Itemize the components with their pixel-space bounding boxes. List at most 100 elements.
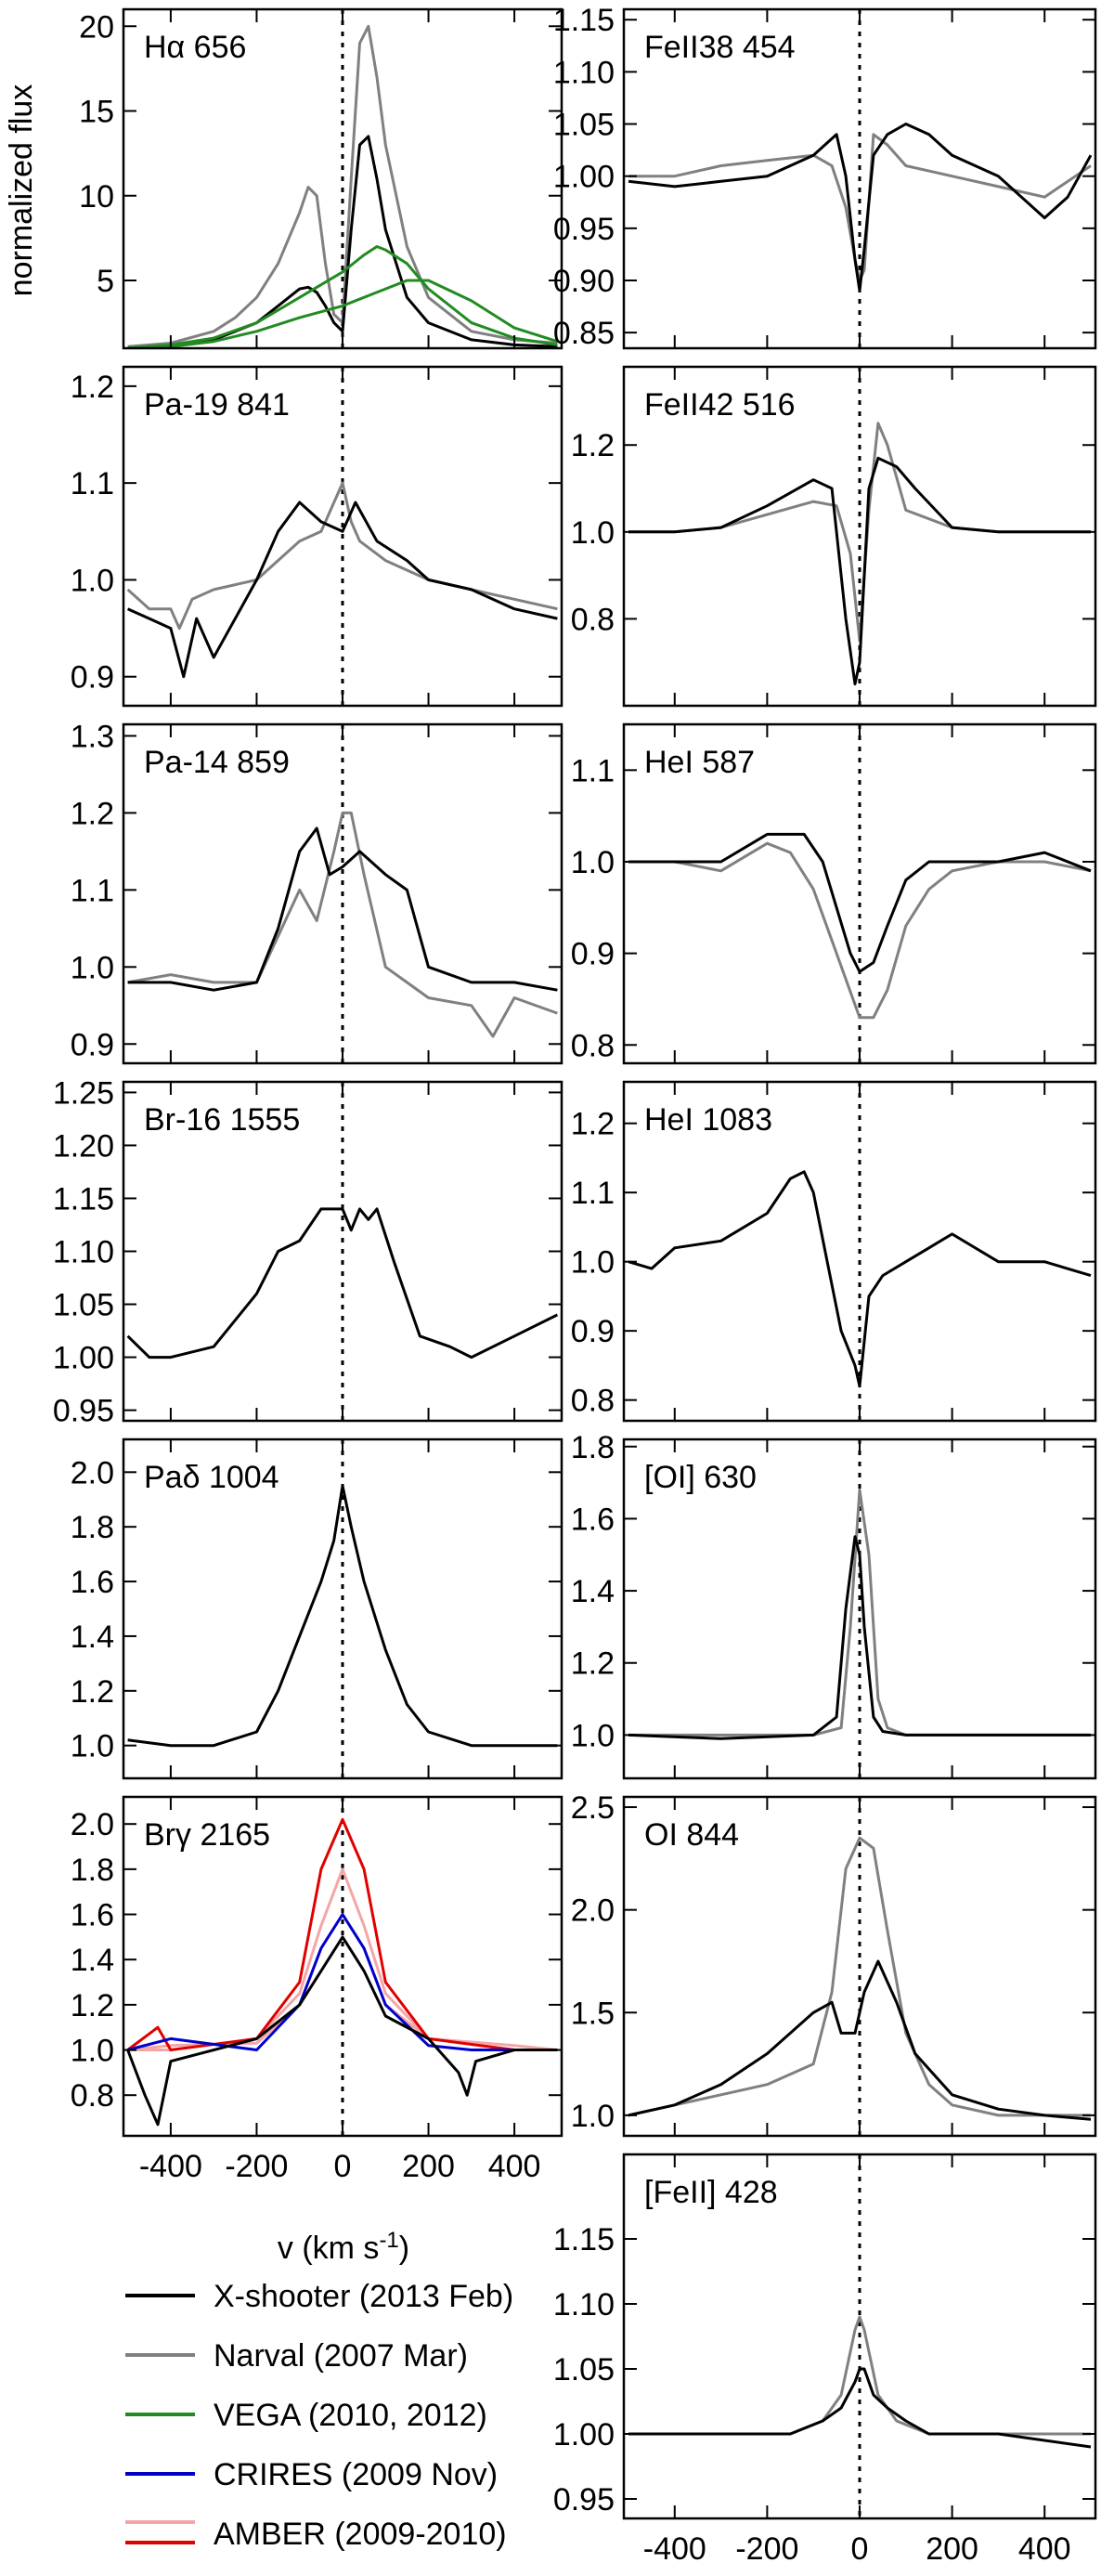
y-tick-label: 2.0	[71, 1807, 114, 1842]
panel-label: [FeII] 428	[644, 2175, 778, 2210]
y-tick-label: 1.0	[71, 1729, 114, 1764]
y-tick-label: 20	[79, 9, 114, 45]
y-tick-label: 0.95	[553, 2482, 615, 2517]
legend-item: X-shooter (2013 Feb)	[125, 2279, 513, 2314]
y-tick-label: 1.0	[571, 2099, 615, 2134]
y-tick-label: 1.00	[553, 2417, 615, 2452]
series-hei587-0	[628, 841, 1092, 1020]
y-tick-label: 1.05	[53, 1288, 114, 1323]
y-tick-label: 0.8	[571, 1028, 615, 1063]
panel-oi630: 1.0 1.2 1.4 1.6 1.8 [OI] 630	[571, 1430, 1097, 1780]
series-ha-0	[127, 24, 558, 348]
x-tick-label: 400	[1018, 2531, 1071, 2567]
panel-fe38: 0.85 0.90 0.95 1.00 1.05 1.10 1.15 FeII38 454	[553, 3, 1097, 351]
panel-fe42: 0.8 1.0 1.2 FeII42 516	[571, 365, 1097, 708]
legend-item: CRIRES (2009 Nov)	[125, 2457, 498, 2492]
series-pad-0	[127, 1484, 558, 1748]
series-pa14-1	[127, 826, 558, 992]
y-tick-label: 0.9	[571, 937, 615, 972]
y-tick-label: 1.0	[71, 2034, 114, 2069]
series-hei1083-0	[628, 1170, 1092, 1388]
panel-label: Hα 656	[144, 30, 246, 65]
panel-brg: 0.8 1.0 1.2 1.4 1.6 1.8 2.0 -400 -200 0 200 400 Brγ …	[71, 1795, 563, 2184]
x-tick-label: 0	[334, 2149, 352, 2184]
panel-hei1083: 0.8 0.9 1.0 1.1 1.2 HeI 1083	[571, 1080, 1097, 1423]
panel-ha: 5 10 15 20 Hα 656	[79, 7, 563, 350]
y-tick-label: 0.9	[71, 1027, 114, 1062]
y-tick-label: 1.00	[553, 160, 615, 195]
y-tick-label: 0.85	[553, 316, 615, 351]
y-tick-label: 1.6	[71, 1898, 114, 1933]
panel-label: Br-16 1555	[144, 1102, 300, 1138]
y-tick-label: 1.6	[71, 1565, 114, 1600]
series-br16-0	[126, 1207, 559, 1360]
y-tick-label: 1.25	[53, 1075, 114, 1111]
series-pa19-1	[126, 501, 558, 679]
y-tick-label: 1.10	[553, 2287, 615, 2322]
y-tick-label: 2.0	[71, 1455, 114, 1490]
y-tick-label: 1.1	[71, 466, 114, 501]
legend-label: X-shooter (2013 Feb)	[214, 2279, 513, 2314]
y-tick-label: 1.10	[553, 55, 615, 90]
y-tick-label: 1.0	[571, 845, 615, 880]
y-tick-label: 1.2	[71, 1674, 114, 1710]
y-tick-label: 0.95	[553, 212, 615, 247]
series-ha-2	[127, 245, 558, 348]
series-ha-3	[127, 279, 558, 348]
panel-label: OI 844	[644, 1817, 739, 1853]
legend-item: Narval (2007 Mar)	[125, 2338, 468, 2374]
series-brg-2	[126, 1817, 558, 2051]
x-axis-title-main: v (km s	[278, 2231, 380, 2266]
y-tick-label: 1.8	[571, 1430, 615, 1465]
y-tick-label: 1.20	[53, 1128, 114, 1164]
panel-fe428: 0.95 1.00 1.05 1.10 1.15 -400 -200 0 200 400 [FeII…	[553, 2153, 1097, 2567]
y-tick-label: 5	[97, 264, 114, 299]
panel-hei587: 0.8 0.9 1.0 1.1 HeI 587	[571, 722, 1097, 1065]
series-fe42-1	[628, 456, 1091, 686]
panel-label: Pa-14 859	[144, 745, 290, 780]
panel-pa14: 0.9 1.0 1.1 1.2 1.3 Pa-14 859	[71, 719, 563, 1065]
series-oi844-0	[628, 1836, 1091, 2117]
y-tick-label: 1.8	[71, 1853, 114, 1888]
legend-label: VEGA (2010, 2012)	[214, 2398, 487, 2433]
y-tick-label: 1.3	[71, 719, 114, 754]
y-tick-label: 1.2	[571, 1107, 615, 1142]
x-tick-label: -400	[139, 2149, 202, 2184]
y-tick-label: 0.8	[71, 2078, 114, 2114]
x-axis-title-exponent: -1	[379, 2228, 398, 2253]
panel-label: HeI 587	[644, 745, 755, 780]
y-axis-title: normalized flux	[4, 85, 39, 297]
series-oi630-1	[628, 1535, 1091, 1740]
y-tick-label: 0.95	[53, 1394, 114, 1429]
y-tick-label: 1.0	[571, 515, 615, 551]
panel-label: FeII42 516	[644, 387, 796, 423]
y-tick-label: 1.10	[53, 1235, 114, 1270]
y-tick-label: 0.9	[71, 660, 114, 696]
y-tick-label: 1.6	[571, 1502, 615, 1537]
x-tick-label: 400	[488, 2149, 541, 2184]
y-tick-label: 0.9	[571, 1314, 615, 1349]
legend-item: VEGA (2010, 2012)	[125, 2398, 487, 2433]
x-tick-label: -400	[643, 2531, 706, 2567]
x-tick-label: 200	[402, 2149, 455, 2184]
series-fe38-1	[628, 123, 1093, 293]
panel-br16: 0.95 1.00 1.05 1.10 1.15 1.20 1.25 Br-16 1555	[53, 1075, 563, 1429]
y-tick-label: 1.2	[71, 370, 114, 405]
legend-label: Narval (2007 Mar)	[214, 2338, 468, 2374]
y-tick-label: 1.2	[571, 428, 615, 463]
y-tick-label: 1.1	[571, 1176, 615, 1211]
y-tick-label: 1.0	[571, 1245, 615, 1281]
panel-label: Brγ 2165	[144, 1817, 270, 1853]
panel-label: [OI] 630	[644, 1460, 757, 1495]
y-tick-label: 0.8	[571, 1384, 615, 1419]
y-tick-label: 1.1	[571, 753, 615, 788]
y-tick-label: 1.0	[571, 1718, 615, 1753]
y-tick-label: 1.15	[53, 1181, 114, 1216]
legend-label: CRIRES (2009 Nov)	[214, 2457, 498, 2492]
y-tick-label: 1.00	[53, 1341, 114, 1376]
series-brg-3	[127, 1913, 558, 2051]
y-tick-label: 0.8	[571, 602, 615, 637]
legend-label: AMBER (2009-2010)	[214, 2517, 507, 2552]
